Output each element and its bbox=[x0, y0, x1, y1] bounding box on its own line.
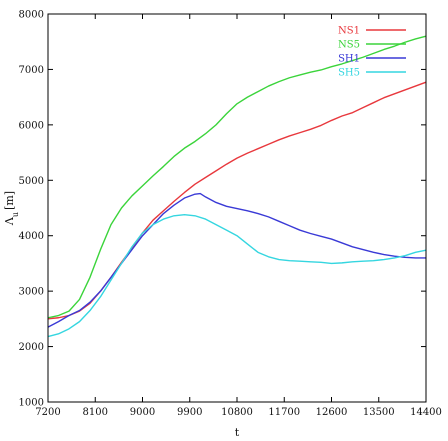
legend-label: SH5 bbox=[338, 68, 360, 79]
y-tick-label: 5000 bbox=[19, 176, 44, 187]
x-tick-label: 9000 bbox=[130, 407, 155, 418]
y-tick-label: 8000 bbox=[19, 10, 44, 21]
plot-frame bbox=[47, 13, 427, 403]
series-line-sh5 bbox=[47, 213, 427, 338]
series-line-ns5 bbox=[47, 35, 427, 319]
y-axis-label-unit: [m] bbox=[3, 191, 16, 210]
series-layer bbox=[47, 35, 427, 338]
x-tick-label: 8100 bbox=[83, 407, 108, 418]
y-tick-label: 1000 bbox=[19, 398, 44, 409]
y-tick-label: 2000 bbox=[19, 342, 44, 353]
y-tick-label: 3000 bbox=[19, 287, 44, 298]
series-line-sh1 bbox=[47, 192, 426, 328]
legend-label: SH1 bbox=[338, 54, 360, 65]
legend: NS1 NS5 SH1 SH5 bbox=[338, 26, 406, 79]
y-tick-label: 6000 bbox=[19, 120, 44, 131]
x-tick-label: 12600 bbox=[316, 407, 348, 418]
x-tick-label: 10800 bbox=[221, 407, 253, 418]
y-axis-label-subscript: u bbox=[11, 212, 20, 217]
x-axis-label: t bbox=[235, 426, 240, 439]
x-tick-label: 11700 bbox=[268, 407, 300, 418]
x-tick-label: 13500 bbox=[363, 407, 395, 418]
x-tick-label: 7200 bbox=[35, 407, 60, 418]
legend-label: NS5 bbox=[338, 40, 360, 51]
x-tick-label: 14400 bbox=[410, 407, 442, 418]
y-tick-label: 7000 bbox=[19, 65, 44, 76]
y-tick-label: 4000 bbox=[19, 231, 44, 242]
legend-label: NS1 bbox=[338, 26, 360, 37]
x-tick-label: 9900 bbox=[177, 407, 202, 418]
x-axis-ticks: 7200 8100 9000 9900 10800 11700 12600 13500 1440… bbox=[35, 14, 442, 418]
y-axis-label-symbol: Λ bbox=[3, 216, 16, 226]
y-axis-label: Λu [m] bbox=[3, 191, 20, 226]
